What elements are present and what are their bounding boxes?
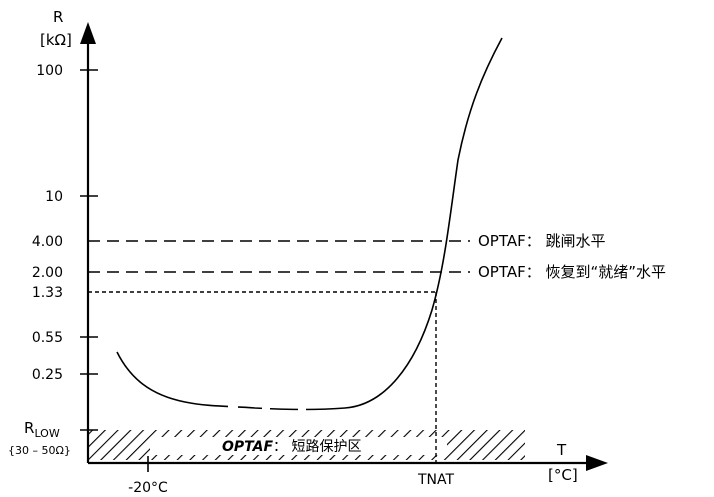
y-tick-label: 0.55 (32, 330, 63, 346)
ready-level-annotation: OPTAF： 恢复到“就绪”水平 (478, 263, 666, 281)
x-tick-label-tnat: TNAT (417, 472, 455, 488)
trip-level-annotation: OPTAF： 跳闸水平 (478, 232, 606, 250)
short-circuit-zone (88, 430, 525, 460)
y-axis-name: R (53, 8, 63, 26)
curve-gap (228, 402, 238, 412)
y-tick-label: 100 (36, 63, 63, 79)
curve-gap (298, 404, 306, 414)
y-tick-label: 2.00 (32, 265, 63, 281)
x-tick-label-minus20: -20°C (128, 480, 168, 496)
y-axis-unit: [kΩ] (40, 31, 72, 49)
y-tick-marks (80, 69, 98, 431)
y-axis-arrow-icon (80, 22, 96, 44)
y-tick-label: 4.00 (32, 234, 63, 250)
x-axis-unit: [°C] (548, 466, 578, 484)
y-tick-label: 1.33 (32, 285, 63, 301)
r-low-label: RLOW (24, 419, 60, 440)
y-axis (80, 22, 96, 463)
x-axis (88, 455, 608, 471)
curve-gap (262, 404, 270, 414)
r-low-range: {30 – 50Ω} (8, 444, 71, 457)
x-axis-arrow-icon (586, 455, 608, 471)
y-tick-label: 10 (45, 189, 63, 205)
zone-label: OPTAF： 短路保护区 (222, 439, 361, 455)
x-axis-name: T (556, 441, 567, 459)
resistance-curve (116, 37, 503, 411)
y-tick-label: 0.25 (32, 367, 63, 383)
